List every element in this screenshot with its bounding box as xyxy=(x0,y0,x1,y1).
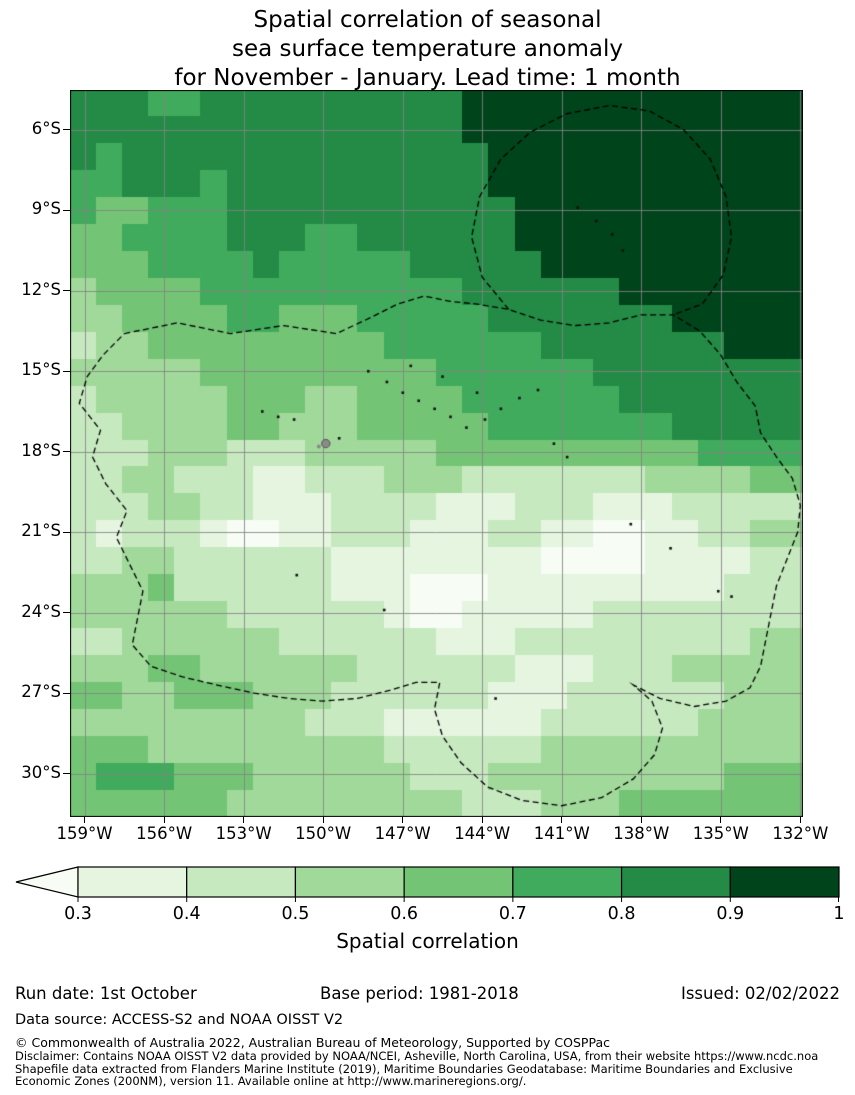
y-tick-mark xyxy=(63,451,70,453)
sst-correlation-map xyxy=(70,90,803,817)
y-tick-mark xyxy=(63,773,70,775)
colorbar-under-arrow xyxy=(15,866,79,898)
figure-title-line2: sea surface temperature anomaly xyxy=(232,36,623,62)
y-tick-mark xyxy=(63,209,70,211)
colorbar-segment xyxy=(729,866,840,898)
y-tick-mark xyxy=(63,692,70,694)
x-tick-label: 150°W xyxy=(295,824,352,843)
y-tick-mark xyxy=(63,129,70,131)
x-tick-label: 156°W xyxy=(136,824,193,843)
x-tick-mark xyxy=(481,817,483,823)
colorbar-tick-label: 0.7 xyxy=(498,904,527,924)
y-tick-mark xyxy=(63,612,70,614)
y-tick-label: 27°S xyxy=(21,682,61,702)
y-tick-label: 15°S xyxy=(21,360,61,380)
colorbar-label: Spatial correlation xyxy=(336,929,519,953)
colorbar-segment xyxy=(186,866,297,898)
x-tick-mark xyxy=(322,817,324,823)
figure-title-line1: Spatial correlation of seasonal xyxy=(253,7,602,33)
y-tick-mark xyxy=(63,370,70,372)
figure-title-line3: for November - January. Lead time: 1 mon… xyxy=(174,65,681,91)
x-tick-label: 141°W xyxy=(533,824,590,843)
colorbar-tick-label: 0.4 xyxy=(172,904,201,924)
run-date-text: Run date: 1st October xyxy=(15,984,197,1003)
x-tick-label: 138°W xyxy=(613,824,670,843)
y-tick-label: 21°S xyxy=(21,521,61,541)
x-tick-label: 159°W xyxy=(56,824,113,843)
x-tick-mark xyxy=(163,817,165,823)
issued-date-text: Issued: 02/02/2022 xyxy=(680,984,840,1003)
y-tick-label: 18°S xyxy=(21,440,61,460)
colorbar-segment xyxy=(77,866,188,898)
x-tick-mark xyxy=(799,817,801,823)
colorbar-tick-label: 1 xyxy=(833,904,845,924)
disclaimer-line3: Economic Zones (200NM), version 11. Avai… xyxy=(15,1075,527,1088)
x-tick-label: 147°W xyxy=(374,824,431,843)
x-tick-mark xyxy=(402,817,404,823)
colorbar-segment xyxy=(620,866,731,898)
base-period-text: Base period: 1981-2018 xyxy=(320,984,519,1003)
y-tick-label: 24°S xyxy=(21,601,61,621)
colorbar-tick-label: 0.9 xyxy=(716,904,745,924)
copyright-text: © Commonwealth of Australia 2022, Austra… xyxy=(15,1035,610,1050)
x-tick-label: 132°W xyxy=(772,824,829,843)
y-tick-label: 30°S xyxy=(21,762,61,782)
x-tick-label: 153°W xyxy=(215,824,272,843)
disclaimer-line1: Disclaimer: Contains NOAA OISST V2 data … xyxy=(15,1050,819,1063)
figure-title: Spatial correlation of seasonal sea surf… xyxy=(0,6,855,93)
x-tick-mark xyxy=(640,817,642,823)
y-tick-mark xyxy=(63,531,70,533)
colorbar-tick-label: 0.8 xyxy=(607,904,636,924)
disclaimer-line2: Shapefile data extracted from Flanders M… xyxy=(15,1062,793,1075)
x-tick-mark xyxy=(243,817,245,823)
y-tick-label: 6°S xyxy=(31,118,61,138)
colorbar-tick-label: 0.6 xyxy=(390,904,419,924)
colorbar-segment xyxy=(512,866,623,898)
colorbar-segment xyxy=(294,866,405,898)
y-tick-label: 9°S xyxy=(31,199,61,219)
x-tick-mark xyxy=(84,817,86,823)
x-tick-mark xyxy=(720,817,722,823)
colorbar-tick-label: 0.3 xyxy=(64,904,92,924)
colorbar-tick-label: 0.5 xyxy=(281,904,310,924)
y-tick-label: 12°S xyxy=(21,279,61,299)
x-tick-label: 144°W xyxy=(454,824,511,843)
data-source-text: Data source: ACCESS-S2 and NOAA OISST V2 xyxy=(15,1012,344,1028)
x-tick-label: 135°W xyxy=(692,824,749,843)
x-tick-mark xyxy=(561,817,563,823)
colorbar-segment xyxy=(403,866,514,898)
colorbar xyxy=(15,866,840,902)
y-tick-mark xyxy=(63,290,70,292)
